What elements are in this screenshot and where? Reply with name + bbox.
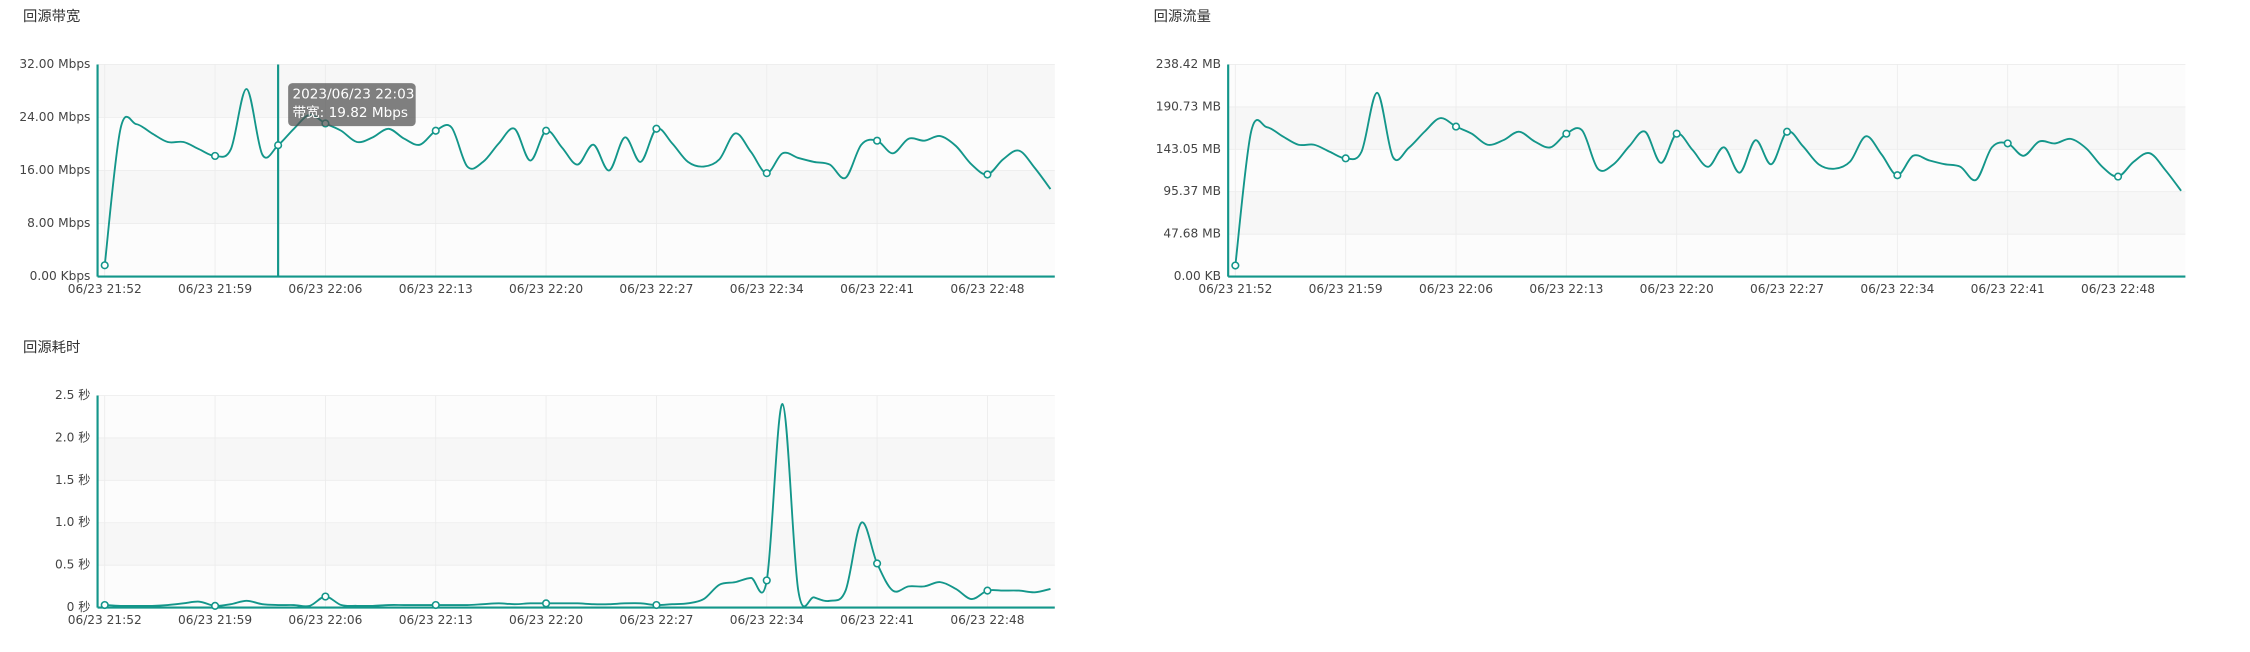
x-tick-label: 06/23 22:34 (730, 613, 804, 627)
grid-band (97, 117, 1055, 171)
x-tick-label: 06/23 22:34 (730, 282, 804, 296)
point-marker (762, 169, 771, 178)
point-marker (541, 126, 551, 135)
grid-band (1228, 234, 2186, 277)
y-tick-label: 0.00 KB (1174, 269, 1221, 283)
y-tick-label: 24.00 Mbps (19, 110, 90, 124)
y-tick-label: 1.5 秒 (55, 473, 90, 487)
y-tick-label: 47.68 MB (1163, 227, 1221, 241)
y-tick-label: 16.00 Mbps (19, 163, 90, 177)
tooltip-box (288, 83, 416, 127)
point-marker (1782, 127, 1792, 136)
y-tick-label: 2.5 秒 (55, 388, 90, 402)
grid-band (97, 437, 1055, 481)
x-tick-label: 06/23 22:06 (288, 613, 362, 627)
y-tick-label: 95.37 MB (1163, 184, 1221, 198)
x-tick-label: 06/23 22:20 (1640, 282, 1714, 296)
tooltip-label: 带宽: 19.82 Mbps (292, 104, 408, 121)
point-marker (321, 592, 330, 601)
x-tick-label: 06/23 21:52 (1198, 282, 1272, 296)
x-tick-label: 06/23 22:48 (950, 282, 1024, 296)
point-marker (983, 170, 992, 179)
x-tick-label: 06/23 22:20 (509, 282, 583, 296)
y-tick-label: 2.0 秒 (55, 430, 90, 444)
y-tick-label: 1.0 秒 (55, 515, 90, 529)
chart-title: 回源耗时 (23, 339, 80, 356)
point-marker (1451, 122, 1461, 131)
point-marker (1893, 171, 1902, 180)
grid-band (97, 480, 1055, 523)
line-series (103, 88, 1052, 266)
x-tick-label: 06/23 22:27 (619, 282, 693, 296)
point-marker (100, 261, 109, 270)
point-marker (652, 124, 661, 133)
y-tick-label: 8.00 Mbps (27, 216, 90, 230)
grid-band (1228, 106, 2186, 150)
line-series (1234, 91, 2182, 266)
grid-band (97, 64, 1055, 118)
y-tick-label: 238.42 MB (1156, 57, 1221, 71)
x-tick-label: 06/23 22:06 (288, 282, 362, 296)
grid-band (97, 223, 1055, 277)
point-marker (873, 136, 882, 145)
point-marker (210, 151, 220, 161)
point-marker (2003, 139, 2012, 148)
point-marker (541, 599, 551, 608)
x-tick-label: 06/23 22:41 (840, 282, 914, 296)
x-tick-label: 06/23 22:13 (399, 613, 473, 627)
x-tick-label: 06/23 22:27 (619, 613, 693, 627)
x-tick-label: 06/23 22:34 (1860, 282, 1934, 296)
x-tick-label: 06/23 22:13 (399, 282, 473, 296)
chart-title: 回源流量 (1154, 8, 1211, 25)
point-marker (1341, 154, 1350, 163)
point-marker (274, 141, 283, 150)
x-tick-label: 06/23 22:48 (950, 613, 1024, 627)
line-series (104, 403, 1051, 608)
x-tick-label: 06/23 22:41 (1971, 282, 2045, 296)
grid-band (97, 395, 1055, 438)
tooltip-title: 2023/06/23 22:03 (292, 87, 414, 103)
x-tick-label: 06/23 22:48 (2081, 282, 2155, 296)
point-marker (1231, 261, 1240, 270)
point-marker (431, 126, 440, 135)
y-tick-label: 0 秒 (67, 600, 91, 614)
point-marker (1562, 129, 1571, 138)
point-marker (431, 600, 440, 610)
x-tick-label: 06/23 21:52 (68, 613, 142, 627)
y-tick-label: 190.73 MB (1156, 99, 1221, 113)
x-tick-label: 06/23 22:06 (1419, 282, 1493, 296)
grid-band (1228, 64, 2186, 107)
y-tick-label: 32.00 Mbps (19, 57, 90, 71)
point-marker (1672, 129, 1681, 138)
x-tick-label: 06/23 22:41 (840, 613, 914, 627)
x-tick-label: 06/23 21:52 (68, 282, 142, 296)
point-marker (983, 586, 992, 595)
grid-band (1228, 149, 2186, 192)
x-tick-label: 06/23 21:59 (178, 282, 252, 296)
y-tick-label: 0.5 秒 (55, 558, 90, 572)
point-marker (762, 576, 771, 585)
point-marker (100, 600, 109, 610)
point-marker (2113, 172, 2123, 181)
chart-title: 回源带宽 (23, 8, 80, 25)
point-marker (210, 601, 220, 610)
x-tick-label: 06/23 22:27 (1750, 282, 1824, 296)
grid-band (97, 565, 1055, 608)
x-tick-label: 06/23 22:13 (1529, 282, 1603, 296)
grid-band (97, 522, 1055, 566)
x-tick-label: 06/23 22:20 (509, 613, 583, 627)
grid-band (1228, 191, 2186, 235)
y-tick-label: 0.00 Kbps (30, 269, 91, 283)
x-tick-label: 06/23 21:59 (178, 613, 252, 627)
grid-band (97, 170, 1055, 224)
y-tick-label: 143.05 MB (1156, 142, 1221, 156)
point-marker (873, 559, 882, 568)
point-marker (652, 600, 661, 610)
x-tick-label: 06/23 21:59 (1309, 282, 1383, 296)
